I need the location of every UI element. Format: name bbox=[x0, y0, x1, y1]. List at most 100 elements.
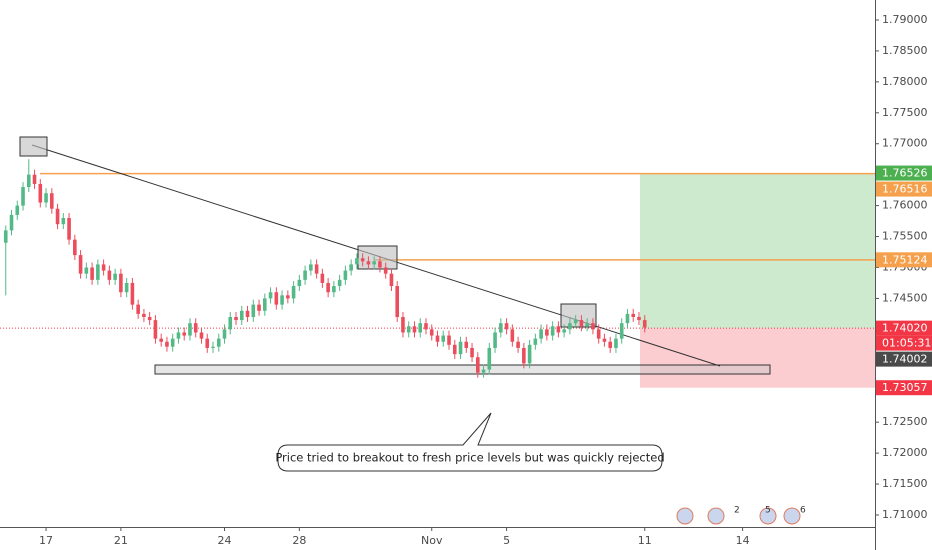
candle-body bbox=[170, 338, 175, 347]
candle-body bbox=[303, 270, 307, 280]
candle-body bbox=[222, 329, 227, 339]
candle-body bbox=[631, 313, 636, 317]
price-tag-label: 1.73057 bbox=[882, 381, 928, 394]
event-icon bbox=[783, 507, 801, 525]
profit-zone bbox=[640, 173, 875, 329]
candle-body bbox=[401, 316, 405, 333]
candle-body bbox=[205, 338, 210, 348]
candle-body bbox=[429, 329, 434, 336]
candle-body bbox=[533, 338, 538, 345]
candle-body bbox=[608, 341, 612, 348]
x-tick-label: 24 bbox=[218, 534, 232, 547]
candle-body bbox=[314, 264, 319, 274]
candle-body bbox=[349, 264, 353, 271]
candle-body bbox=[119, 273, 123, 293]
candle-body bbox=[343, 270, 348, 280]
candle-body bbox=[360, 258, 365, 262]
candle-body bbox=[475, 357, 480, 373]
price-tag bbox=[876, 380, 932, 396]
candle-body bbox=[199, 332, 204, 339]
price-tag bbox=[876, 351, 932, 367]
candle-body bbox=[136, 304, 140, 314]
y-tick-label: 1.75500 bbox=[882, 230, 928, 243]
candle-body bbox=[487, 347, 492, 370]
candle-body bbox=[320, 273, 325, 283]
candle-body bbox=[637, 316, 641, 321]
candle-body bbox=[573, 320, 578, 324]
price-tag-label: 1.76526 bbox=[882, 167, 928, 180]
candle-body bbox=[499, 323, 503, 333]
candle-body bbox=[26, 174, 31, 188]
candle-body bbox=[366, 261, 371, 265]
candle-body bbox=[21, 187, 25, 206]
candle-body bbox=[642, 320, 647, 328]
candle-body bbox=[38, 183, 43, 203]
candle-body bbox=[383, 267, 388, 274]
candle-body bbox=[614, 338, 618, 348]
y-tick-label: 1.77000 bbox=[882, 137, 928, 150]
candle-body bbox=[470, 347, 474, 358]
candle-body bbox=[15, 205, 20, 215]
candle-body bbox=[516, 341, 520, 348]
event-icon bbox=[707, 507, 725, 525]
candle-body bbox=[447, 335, 451, 345]
candle-body bbox=[493, 332, 497, 348]
price-tag bbox=[876, 165, 932, 181]
price-tag-label: 1.74020 bbox=[882, 322, 928, 335]
candle-body bbox=[412, 326, 417, 333]
y-tick-label: 1.71000 bbox=[882, 508, 928, 521]
callout-text: Price tried to breakout to fresh price l… bbox=[275, 451, 664, 465]
candle-body bbox=[113, 273, 117, 280]
y-tick-label: 1.78500 bbox=[882, 44, 928, 57]
countdown-tag bbox=[876, 335, 932, 351]
candle-body bbox=[78, 255, 83, 274]
price-tag-label: 1.75124 bbox=[882, 253, 928, 266]
candle-body bbox=[297, 279, 302, 287]
candle-body bbox=[96, 264, 100, 280]
callout-box bbox=[277, 412, 663, 472]
candle-body bbox=[55, 208, 60, 225]
event-icon bbox=[759, 507, 777, 525]
candle-body bbox=[239, 310, 244, 321]
candle-body bbox=[424, 323, 428, 330]
candle-body bbox=[234, 316, 238, 321]
candle-body bbox=[3, 230, 8, 243]
candle-body bbox=[228, 316, 233, 330]
candle-body bbox=[245, 310, 250, 317]
candle-body bbox=[481, 369, 486, 373]
candle-body bbox=[522, 347, 526, 364]
candles bbox=[3, 159, 647, 378]
y-tick-label: 1.79000 bbox=[882, 13, 928, 26]
candle-body bbox=[101, 264, 106, 271]
candle-body bbox=[568, 323, 572, 330]
price-tag bbox=[876, 181, 932, 197]
candle-body bbox=[355, 258, 359, 265]
candle-body bbox=[556, 326, 561, 333]
candle-body bbox=[44, 193, 48, 203]
candle-body bbox=[372, 261, 376, 265]
candle-body bbox=[280, 295, 284, 305]
candle-body bbox=[458, 341, 463, 355]
candle-body bbox=[251, 304, 256, 317]
price-tag-label: 1.74002 bbox=[882, 353, 928, 366]
candle-body bbox=[182, 332, 187, 336]
candle-body bbox=[452, 344, 457, 355]
candle-body bbox=[579, 320, 584, 327]
event-count: 6 bbox=[800, 506, 806, 516]
price-tag-label: 1.76516 bbox=[882, 183, 928, 196]
support-zone bbox=[154, 364, 771, 375]
candle-body bbox=[291, 286, 296, 299]
candle-body bbox=[84, 267, 89, 274]
candle-body bbox=[32, 174, 37, 184]
candle-body bbox=[188, 323, 192, 336]
candle-body bbox=[67, 217, 71, 240]
candle-body bbox=[165, 341, 169, 347]
candle-body bbox=[216, 338, 221, 347]
highlight-box bbox=[19, 136, 48, 157]
position-layer bbox=[0, 172, 875, 388]
candle-body bbox=[591, 323, 595, 330]
event-count: 2 bbox=[734, 506, 740, 516]
loss-zone bbox=[640, 328, 875, 388]
y-tick-label: 1.76000 bbox=[882, 199, 928, 212]
y-tick-label: 1.72000 bbox=[882, 446, 928, 459]
